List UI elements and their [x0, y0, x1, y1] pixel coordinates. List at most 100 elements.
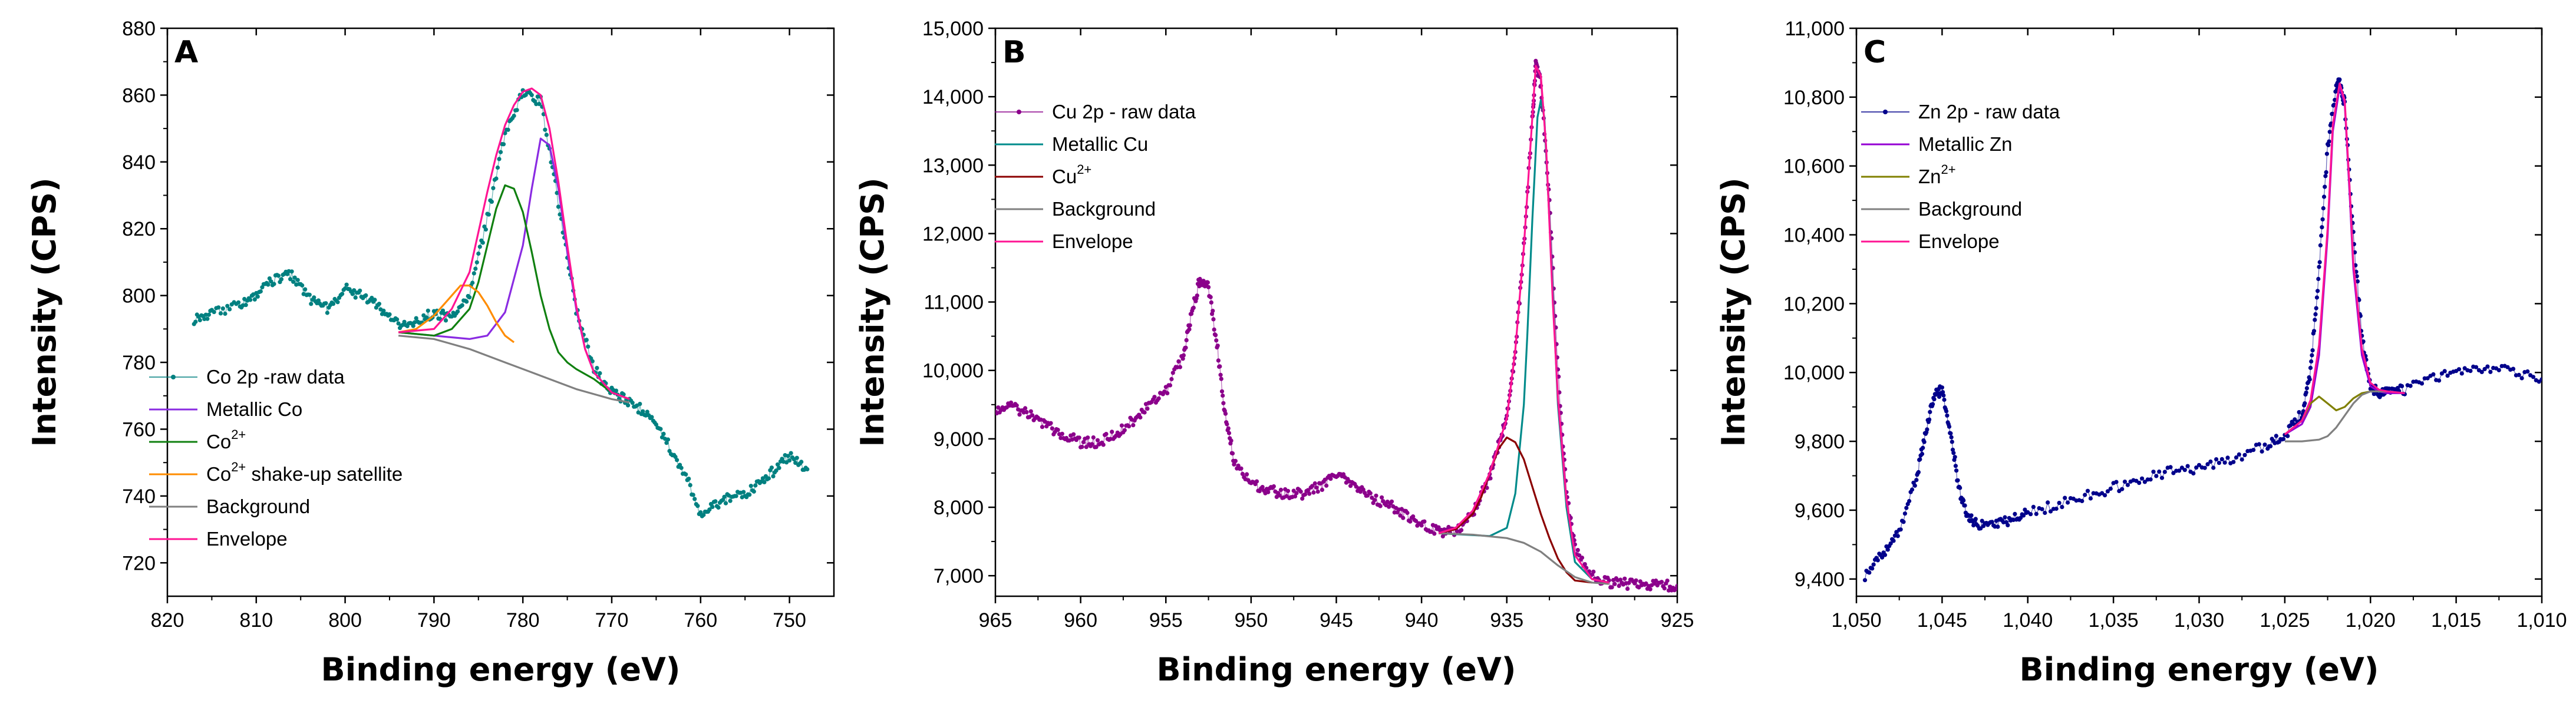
data-point	[2260, 449, 2264, 454]
data-point	[774, 468, 779, 473]
data-point	[734, 494, 738, 498]
data-point	[741, 490, 746, 494]
data-point	[2231, 460, 2236, 464]
data-point	[497, 157, 502, 161]
legend-label-suffix: shake-up satellite	[246, 463, 403, 485]
data-point	[1405, 510, 1410, 516]
legend-label-text: Co	[206, 463, 231, 485]
data-point	[1311, 490, 1316, 495]
data-point	[2431, 372, 2436, 377]
data-point	[2320, 217, 2325, 222]
data-point	[335, 300, 340, 305]
data-point	[2151, 470, 2156, 474]
data-point	[2304, 390, 2308, 395]
data-point	[1895, 534, 1900, 538]
data-point	[1271, 484, 1276, 489]
legend-label-text: Metallic Co	[206, 398, 302, 420]
data-point	[2304, 386, 2309, 391]
data-point	[2314, 306, 2318, 310]
y-tick-label: 9,400	[1795, 569, 1845, 591]
panel-c: 1,050 1,045 1,040 1,035 1,030 1,025 1,020 1,015…	[1715, 18, 2567, 688]
data-point	[645, 409, 649, 414]
data-point	[1215, 343, 1220, 348]
x-tick-label: 935	[1490, 609, 1523, 632]
data-point	[2318, 243, 2323, 247]
data-point	[501, 142, 506, 147]
data-point	[658, 427, 663, 431]
y-axis-title: Intensity (CPS)	[1715, 177, 1752, 447]
data-point	[193, 319, 198, 324]
data-point	[350, 292, 355, 296]
data-point	[1978, 526, 1983, 531]
legend-label: Metallic Zn	[1918, 133, 2013, 155]
data-point	[470, 280, 475, 285]
data-point	[2324, 170, 2328, 174]
y-tick-label: 10,600	[1783, 156, 1845, 178]
x-tick-label: 790	[417, 609, 451, 632]
x-tick-label: 945	[1320, 609, 1353, 632]
data-point	[1370, 495, 1374, 500]
x-tick-label: 1,025	[2260, 609, 2310, 632]
data-point	[2083, 493, 2087, 497]
data-point	[766, 476, 771, 481]
legend-marker	[171, 375, 176, 379]
data-point	[1298, 489, 1303, 494]
data-point	[1870, 566, 1875, 571]
data-point	[2473, 365, 2479, 369]
panel-b: 965 960 955 950 945 940 935 930 925 7,000 8,000 9,0…	[854, 18, 1694, 688]
data-point	[687, 477, 691, 481]
data-point	[248, 298, 253, 302]
data-point	[2085, 488, 2090, 493]
data-point	[1056, 428, 1060, 432]
data-point	[799, 460, 804, 464]
data-point	[1862, 578, 1868, 583]
data-point	[789, 451, 793, 455]
data-point	[2400, 384, 2405, 389]
data-point	[614, 388, 619, 393]
data-point	[664, 441, 669, 445]
data-point	[786, 454, 790, 458]
legend-label-text: Cu	[1052, 166, 1077, 187]
data-point	[760, 476, 765, 481]
data-point	[1907, 498, 1912, 504]
data-point	[1044, 424, 1049, 429]
data-point	[1008, 400, 1014, 405]
data-point	[2459, 371, 2464, 376]
data-point	[2034, 511, 2039, 516]
data-point	[2314, 295, 2319, 300]
x-axis-title: Binding energy (eV)	[2020, 651, 2379, 688]
data-point	[1138, 415, 1143, 420]
series-line	[2284, 85, 2405, 435]
legend-marker	[1017, 110, 1021, 114]
data-point	[2214, 457, 2219, 462]
data-point	[2177, 468, 2182, 473]
data-point	[2456, 367, 2462, 372]
data-point	[1195, 293, 1199, 298]
data-point	[220, 306, 225, 311]
y-tick-label: 720	[122, 552, 156, 574]
data-point	[512, 114, 516, 118]
data-point	[2310, 353, 2314, 358]
data-point	[1941, 393, 1946, 398]
data-point	[2148, 477, 2153, 482]
data-point	[1198, 276, 1202, 282]
data-point	[1167, 383, 1173, 388]
data-point	[1225, 422, 1229, 427]
data-point	[2539, 377, 2542, 382]
data-point	[1644, 581, 1648, 586]
x-tick-label: 1,015	[2431, 609, 2481, 632]
data-point	[1612, 582, 1617, 586]
data-point	[1996, 524, 2000, 529]
data-point	[414, 316, 418, 321]
data-point	[762, 480, 767, 485]
x-tick-label: 950	[1235, 609, 1268, 632]
data-point	[805, 467, 810, 472]
data-point	[748, 484, 753, 488]
data-point	[728, 498, 733, 503]
data-point	[1607, 578, 1611, 583]
data-point	[2023, 507, 2027, 512]
legend-label-superscript: 2+	[1941, 162, 1956, 177]
y-axis-title: Intensity (CPS)	[26, 177, 63, 447]
data-point	[586, 344, 591, 349]
data-point	[2355, 279, 2360, 284]
